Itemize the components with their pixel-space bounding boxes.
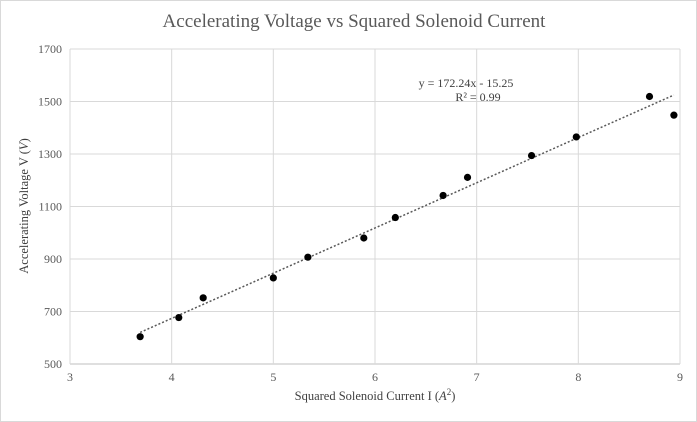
x-axis-title-unit: A xyxy=(438,389,447,403)
trendline-group xyxy=(139,94,675,334)
data-point xyxy=(269,274,277,282)
y-tick-label: 1700 xyxy=(38,42,62,56)
y-axis-title-close: ) xyxy=(17,138,31,142)
grid xyxy=(69,48,681,365)
x-tick-label: 4 xyxy=(169,370,175,384)
data-point xyxy=(199,294,207,302)
x-axis-title-main: Squared Solenoid Current I ( xyxy=(295,389,439,403)
x-axis-title: Squared Solenoid Current I (A2) xyxy=(295,387,456,403)
data-point xyxy=(572,133,580,141)
y-tick-label: 500 xyxy=(44,357,62,371)
trendline-r-squared: R² = 0.99 xyxy=(455,90,500,104)
data-point xyxy=(391,213,399,222)
data-point xyxy=(645,92,654,101)
y-tick-label: 900 xyxy=(44,252,62,266)
x-tick-label: 3 xyxy=(67,370,73,384)
y-axis-title: Accelerating Voltage V (V) xyxy=(17,138,31,274)
x-tick-label: 6 xyxy=(372,370,378,384)
y-tick-label: 700 xyxy=(44,305,62,319)
data-point xyxy=(439,191,447,200)
x-tick-label: 7 xyxy=(474,370,480,384)
data-point xyxy=(463,173,472,181)
x-tick-label: 5 xyxy=(270,370,276,384)
trendline-equation: y = 172.24x - 15.25 xyxy=(419,76,514,90)
data-point xyxy=(175,313,183,322)
x-axis-ticks: 3 4 5 6 7 8 9 xyxy=(67,370,683,384)
trendline xyxy=(139,94,675,334)
data-point xyxy=(527,151,536,160)
data-point xyxy=(670,111,678,119)
chart-title: Accelerating Voltage vs Squared Solenoid… xyxy=(163,11,547,32)
x-tick-label: 8 xyxy=(575,370,581,384)
y-tick-label: 1500 xyxy=(38,95,62,109)
data-point xyxy=(304,253,312,261)
data-point xyxy=(136,333,144,341)
y-axis-title-main: Accelerating Voltage V ( xyxy=(17,150,31,274)
y-axis-ticks: 500 700 900 1100 1300 1500 1700 xyxy=(38,42,62,371)
y-tick-label: 1100 xyxy=(38,200,62,214)
x-tick-label: 9 xyxy=(677,370,683,384)
x-axis-title-close: ) xyxy=(451,389,455,403)
y-axis-title-unit: V xyxy=(17,141,31,150)
x-axis-title-sup: 2 xyxy=(447,387,452,397)
data-point xyxy=(360,234,368,242)
y-tick-label: 1300 xyxy=(38,147,62,161)
data-points xyxy=(136,92,678,341)
